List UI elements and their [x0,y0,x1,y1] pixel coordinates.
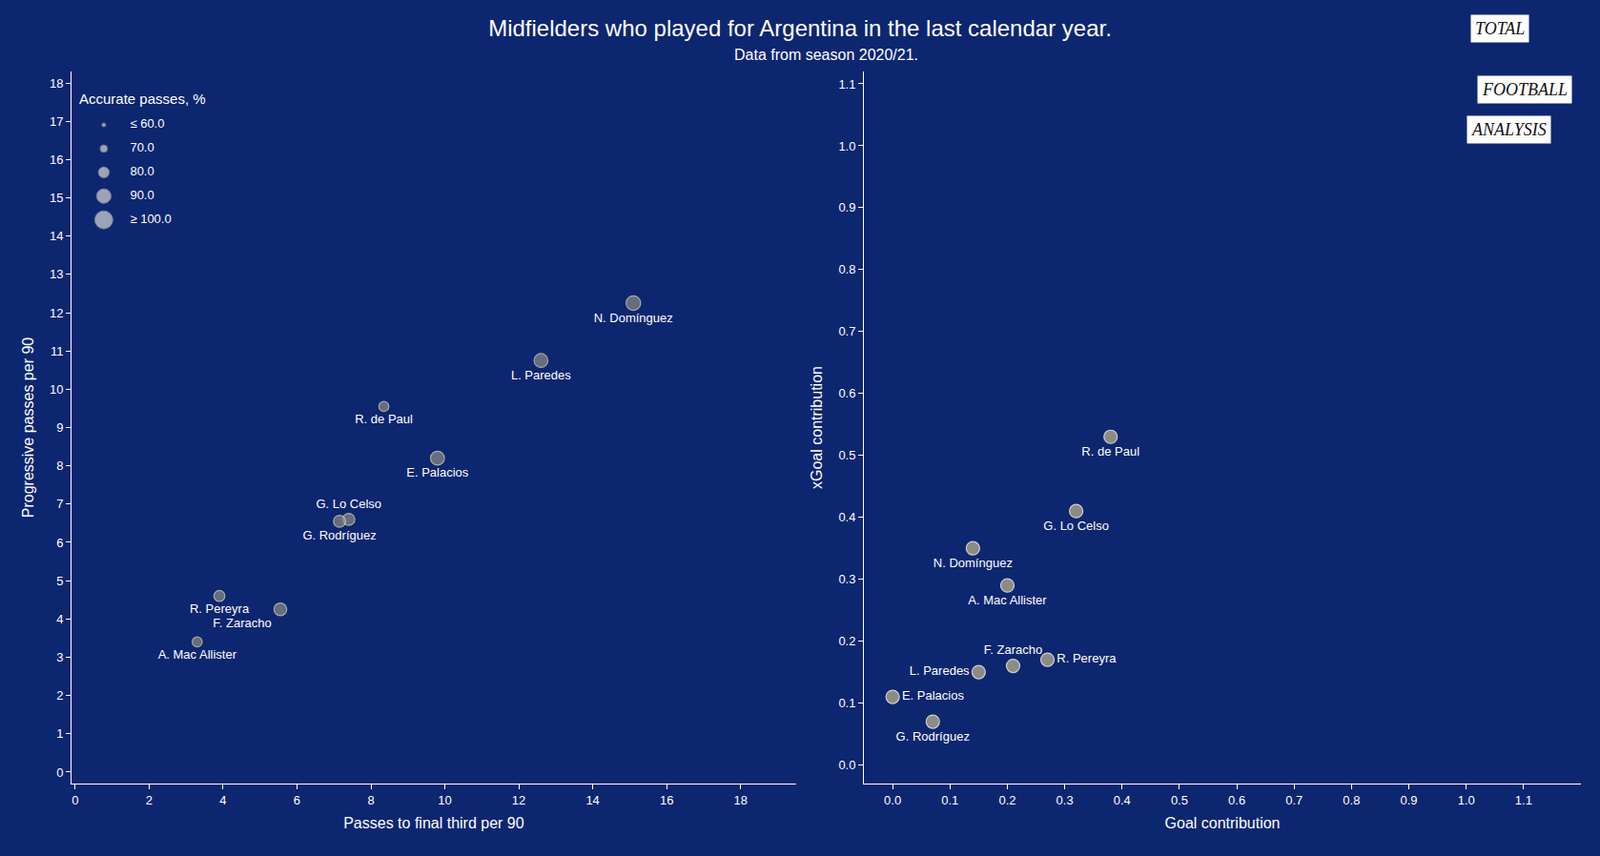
svg-text:F. Zaracho: F. Zaracho [212,615,271,631]
svg-text:0: 0 [56,765,63,780]
svg-text:2: 2 [56,688,63,703]
svg-text:6: 6 [56,535,63,551]
svg-text:6: 6 [293,793,301,808]
svg-text:1.0: 1.0 [1457,793,1476,808]
svg-text:17: 17 [49,114,63,129]
svg-text:8: 8 [367,793,374,808]
svg-text:7: 7 [56,496,63,512]
svg-text:70.0: 70.0 [129,140,154,155]
svg-text:16: 16 [659,793,674,808]
svg-text:13: 13 [49,266,63,282]
svg-text:≥ 100.0: ≥ 100.0 [129,211,171,226]
svg-text:8: 8 [56,458,63,473]
svg-text:N. Domínguez: N. Domínguez [933,555,1013,571]
svg-text:A. Mac Allister: A. Mac Allister [158,647,238,662]
svg-text:0.1: 0.1 [838,696,856,711]
svg-text:N. Domínguez: N. Domínguez [594,310,674,326]
svg-text:0.0: 0.0 [838,758,856,773]
svg-text:0.3: 0.3 [838,572,856,587]
svg-text:F. Zaracho: F. Zaracho [984,642,1043,657]
svg-text:TOTAL: TOTAL [1475,19,1525,39]
svg-text:1.1: 1.1 [1515,793,1533,808]
svg-text:0.8: 0.8 [838,262,856,277]
svg-text:0.2: 0.2 [838,634,856,649]
svg-text:Accurate passes, %: Accurate passes, % [79,90,206,107]
svg-text:12: 12 [49,306,63,321]
svg-text:0.3: 0.3 [1056,793,1074,808]
svg-text:0.8: 0.8 [1342,793,1360,808]
svg-text:0.6: 0.6 [1228,793,1246,808]
svg-text:ANALYSIS: ANALYSIS [1471,120,1547,140]
svg-text:G. Lo Celso: G. Lo Celso [315,496,382,512]
svg-text:10: 10 [437,793,452,808]
svg-text:0.5: 0.5 [838,448,856,463]
svg-text:1: 1 [56,726,63,741]
svg-text:L. Paredes: L. Paredes [511,368,572,383]
svg-text:G. Rodríguez: G. Rodríguez [896,729,970,744]
svg-text:0: 0 [71,793,79,808]
svg-text:E. Palacios: E. Palacios [902,688,965,703]
svg-text:R. de Paul: R. de Paul [1081,444,1140,459]
svg-text:0.1: 0.1 [941,793,959,808]
svg-text:G. Lo Celso: G. Lo Celso [1043,518,1109,534]
svg-text:Progressive passes per 90: Progressive passes per 90 [20,337,37,519]
svg-text:16: 16 [49,152,63,167]
svg-text:xGoal contribution: xGoal contribution [808,366,825,490]
svg-text:15: 15 [49,190,63,206]
svg-text:9: 9 [56,420,63,435]
svg-text:5: 5 [56,574,63,589]
svg-text:FOOTBALL: FOOTBALL [1481,80,1568,100]
svg-text:R. Pereyra: R. Pereyra [189,601,250,616]
svg-text:Passes to final third per 90: Passes to final third per 90 [343,815,525,832]
svg-text:14: 14 [49,228,63,244]
svg-text:4: 4 [56,612,63,627]
svg-text:0.7: 0.7 [838,324,856,339]
svg-text:18: 18 [49,76,63,91]
svg-text:1.0: 1.0 [838,139,856,154]
svg-text:Midfielders who played for Arg: Midfielders who played for Argentina in … [488,15,1112,42]
svg-text:18: 18 [733,793,747,808]
svg-text:1.1: 1.1 [838,77,856,92]
svg-text:R. Pereyra: R. Pereyra [1056,651,1117,666]
svg-text:0.4: 0.4 [838,510,856,525]
svg-text:10: 10 [49,382,63,397]
svg-text:4: 4 [219,793,226,808]
svg-text:0.5: 0.5 [1170,793,1189,808]
svg-text:3: 3 [56,650,63,665]
svg-text:14: 14 [585,793,599,808]
svg-text:0.0: 0.0 [883,793,902,808]
svg-text:0.4: 0.4 [1113,793,1131,808]
svg-text:0.9: 0.9 [1399,793,1417,808]
svg-text:Goal contribution: Goal contribution [1165,815,1281,832]
svg-text:2: 2 [145,793,153,808]
svg-text:0.7: 0.7 [1285,793,1303,808]
svg-text:L. Paredes: L. Paredes [909,663,970,678]
svg-text:0.6: 0.6 [838,386,856,401]
svg-text:0.9: 0.9 [838,200,856,215]
svg-text:≤ 60.0: ≤ 60.0 [129,116,165,131]
svg-text:E. Palacios: E. Palacios [406,465,470,480]
svg-text:A. Mac Allister: A. Mac Allister [967,593,1047,608]
svg-text:R. de Paul: R. de Paul [354,411,413,427]
svg-text:0.2: 0.2 [998,793,1016,808]
svg-text:80.0: 80.0 [129,164,154,179]
svg-text:11: 11 [50,344,64,359]
svg-text:Data from season 2020/21.: Data from season 2020/21. [734,46,919,63]
svg-text:90.0: 90.0 [129,187,154,203]
svg-text:12: 12 [512,793,526,808]
svg-text:G. Rodríguez: G. Rodríguez [302,528,376,543]
